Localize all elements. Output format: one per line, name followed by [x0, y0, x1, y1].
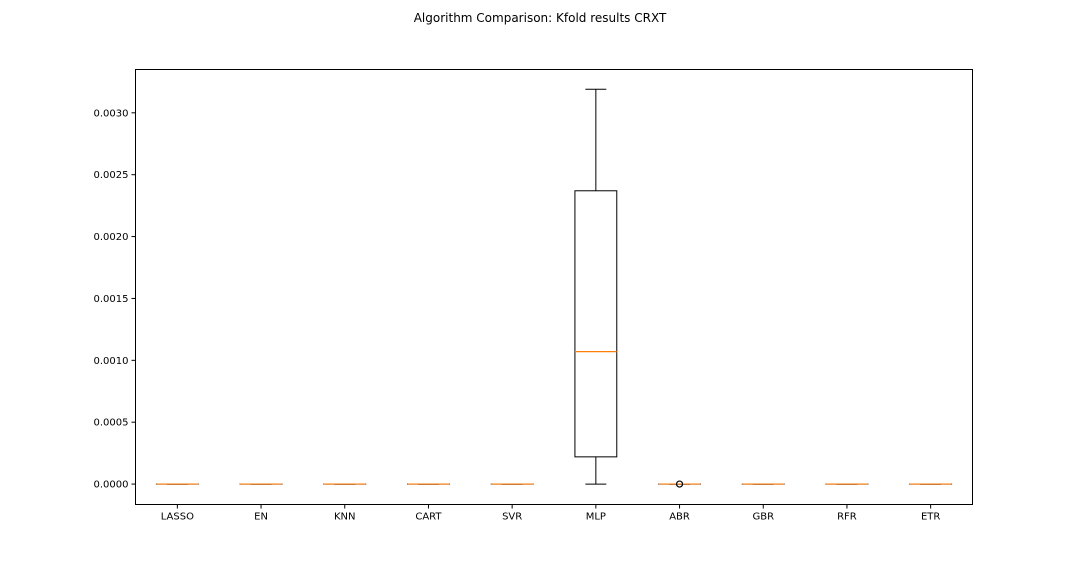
- x-tick-label: RFR: [837, 512, 857, 523]
- x-tick-label: ABR: [669, 512, 690, 523]
- x-tick-label: EN: [254, 512, 268, 523]
- x-tick-label: ETR: [921, 512, 940, 523]
- y-tick-label: 0.0010: [94, 356, 129, 367]
- x-tick-label: LASSO: [161, 512, 194, 523]
- x-tick-label: SVR: [502, 512, 522, 523]
- outlier-point: [675, 480, 684, 488]
- boxes: [155, 88, 953, 488]
- box-mlp: [574, 88, 618, 485]
- box-abr: [658, 480, 701, 488]
- x-axis: LASSO EN KNN CART SVR MLP ABR GBR RFR ETR: [161, 504, 940, 523]
- x-tick-label: CART: [415, 512, 442, 523]
- x-tick-label: GBR: [752, 512, 774, 523]
- plot-area: [135, 69, 973, 505]
- y-tick-label: 0.0000: [94, 480, 129, 491]
- x-tick-label: KNN: [334, 512, 356, 523]
- chart-title: Algorithm Comparison: Kfold results CRXT: [414, 11, 667, 25]
- y-tick-label: 0.0015: [94, 294, 129, 305]
- y-axis: 0.0000 0.0005 0.0010 0.0015 0.0020 0.0025 0.00…: [94, 108, 136, 491]
- y-tick-label: 0.0025: [94, 170, 129, 181]
- y-tick-label: 0.0005: [94, 418, 129, 429]
- x-tick-label: MLP: [586, 512, 606, 523]
- y-tick-label: 0.0020: [94, 232, 129, 243]
- y-tick-label: 0.0030: [94, 108, 129, 119]
- box-body: [574, 190, 618, 458]
